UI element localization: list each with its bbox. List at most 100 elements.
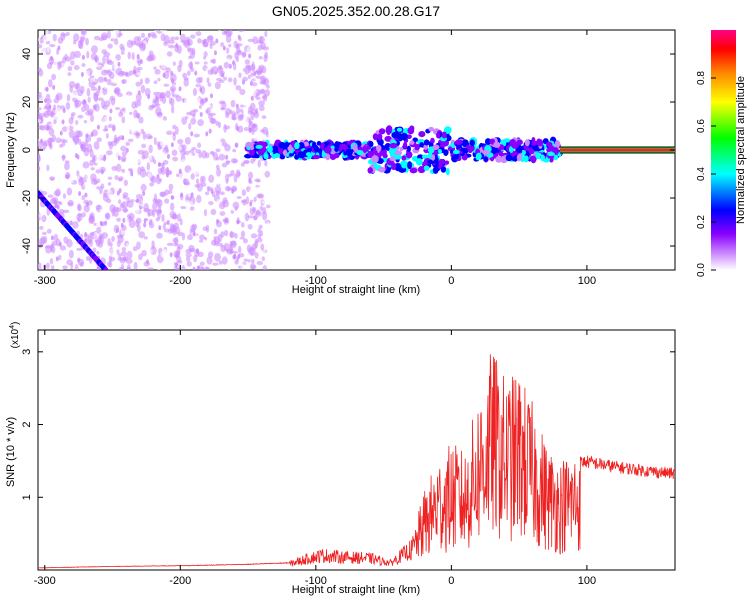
noise-blob: [110, 197, 115, 202]
noise-blob: [214, 81, 221, 90]
noise-blob: [199, 234, 205, 240]
noise-blob: [44, 245, 52, 249]
noise-blob: [154, 69, 161, 75]
signal-blob: [125, 147, 129, 153]
noise-blob: [188, 55, 192, 60]
signal-blob: [204, 97, 208, 103]
noise-blob: [218, 100, 226, 105]
signal-blob: [237, 34, 241, 40]
noise-blob: [121, 79, 125, 84]
noise-blob: [230, 157, 237, 164]
noise-blob: [124, 216, 129, 225]
noise-blob: [374, 177, 378, 182]
signal-blob: [419, 141, 424, 148]
noise-blob: [166, 130, 173, 136]
noise-blob: [38, 97, 45, 106]
noise-blob: [444, 235, 448, 241]
signal-blob: [409, 167, 418, 174]
noise-blob: [432, 64, 436, 72]
signal-blob: [78, 191, 82, 197]
noise-blob: [146, 162, 151, 171]
signal-blob: [205, 131, 209, 137]
noise-blob: [258, 224, 263, 230]
noise-blob: [184, 199, 189, 208]
noise-blob: [153, 61, 160, 67]
signal-blob: [178, 168, 182, 174]
noise-blob: [49, 258, 54, 265]
noise-blob: [48, 128, 55, 136]
signal-blob: [233, 253, 237, 259]
noise-blob: [54, 39, 59, 47]
signal-blob: [241, 79, 245, 85]
noise-blob: [172, 156, 179, 162]
signal-blob: [345, 148, 353, 157]
noise-blob: [126, 176, 133, 184]
snr-scale-exp: 4: [9, 325, 16, 329]
noise-blob: [62, 265, 68, 270]
noise-blob: [265, 118, 271, 123]
signal-blob: [505, 154, 513, 162]
x-tick-label: -300: [34, 575, 56, 587]
signal-blob: [137, 90, 141, 96]
signal-blob: [76, 154, 80, 160]
noise-blob: [415, 69, 419, 77]
noise-blob: [157, 77, 161, 82]
signal-blob: [423, 144, 429, 150]
noise-blob: [237, 171, 241, 177]
noise-blob: [210, 67, 214, 75]
signal-blob: [180, 192, 184, 198]
noise-blob: [458, 220, 462, 227]
noise-blob: [430, 57, 434, 66]
noise-blob: [343, 53, 347, 59]
svg-text:(x104): (x104): [9, 322, 21, 349]
signal-blob: [130, 171, 134, 177]
noise-blob: [261, 256, 266, 262]
noise-blob: [126, 39, 134, 49]
noise-blob: [186, 261, 192, 267]
noise-blob: [136, 241, 141, 250]
noise-blob: [458, 175, 462, 184]
noise-blob: [212, 152, 219, 161]
x-tick-label: 100: [578, 575, 596, 587]
noise-blob: [255, 209, 260, 216]
noise-blob: [101, 32, 108, 41]
signal-blob: [407, 161, 413, 170]
noise-blob: [248, 120, 254, 126]
noise-blob: [76, 170, 80, 177]
noise-blob: [65, 31, 70, 37]
noise-blob: [112, 206, 120, 212]
noise-blob: [189, 34, 196, 39]
noise-blob: [254, 240, 259, 249]
noise-blob: [186, 47, 194, 52]
noise-blob: [230, 99, 236, 108]
noise-blob: [112, 156, 117, 160]
signal-blob: [418, 131, 426, 138]
noise-blob: [340, 104, 344, 112]
noise-blob: [41, 214, 47, 223]
noise-blob: [385, 114, 389, 122]
noise-blob: [111, 165, 118, 172]
noise-blob: [237, 65, 244, 71]
noise-blob: [161, 162, 165, 169]
noise-blob: [235, 56, 240, 63]
signal-blob: [412, 137, 418, 143]
noise-blob: [399, 96, 403, 105]
noise-blob: [232, 148, 237, 153]
signal-blob: [117, 155, 121, 161]
noise-blob: [310, 56, 314, 64]
noise-blob: [370, 201, 374, 207]
noise-blob: [264, 160, 268, 167]
noise-blob: [169, 202, 175, 211]
noise-blob: [216, 168, 221, 177]
noise-blob: [288, 179, 292, 186]
noise-blob: [263, 54, 268, 63]
noise-blob: [438, 78, 442, 84]
signal-blob: [282, 149, 288, 156]
noise-blob: [454, 175, 458, 182]
noise-blob: [366, 187, 370, 195]
noise-blob: [96, 178, 101, 184]
signal-blob: [175, 43, 179, 49]
signal-blob: [54, 203, 58, 209]
noise-blob: [203, 209, 208, 217]
